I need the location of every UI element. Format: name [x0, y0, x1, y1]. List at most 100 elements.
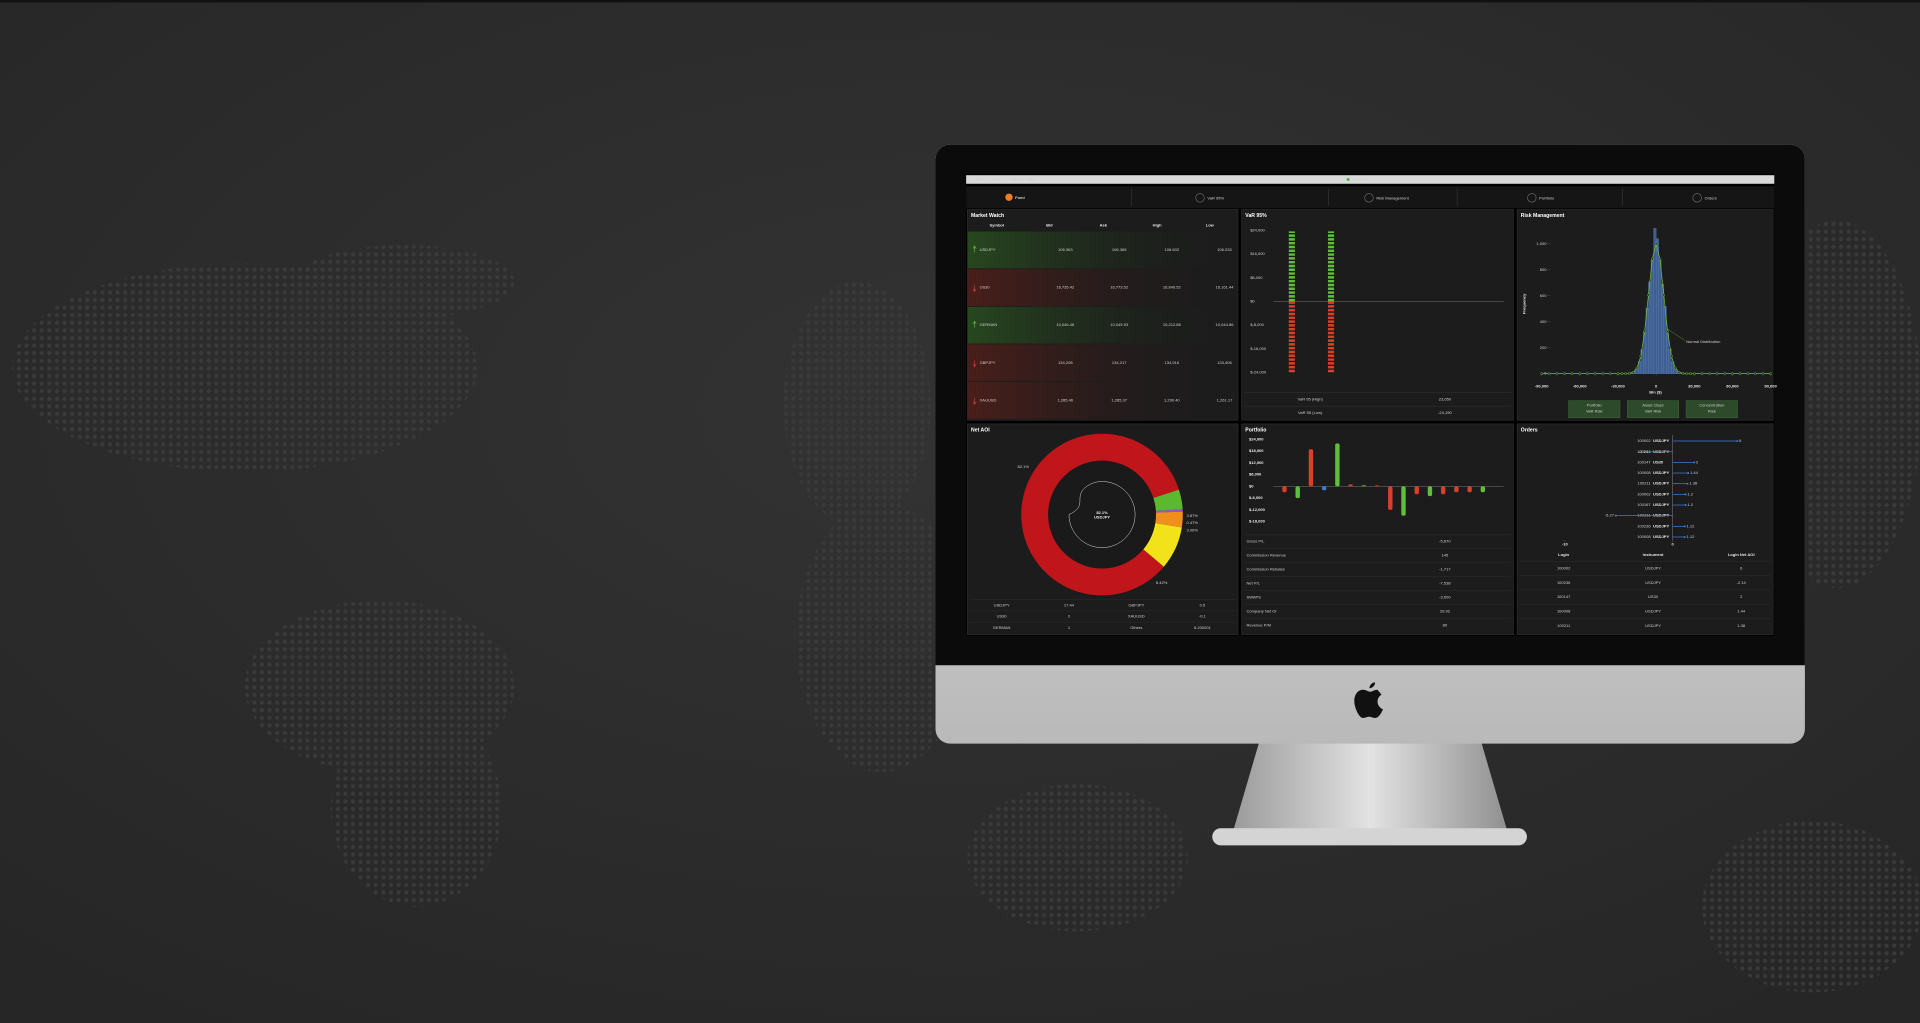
y-tick-label: 400: [1540, 319, 1547, 324]
price: 10,044.86: [1216, 322, 1235, 327]
price: 106.033: [1217, 247, 1232, 252]
bar: [1374, 485, 1380, 487]
nav-tab[interactable]: Orders: [1704, 195, 1716, 200]
stand-base: [1212, 828, 1527, 846]
order-point: [1684, 493, 1687, 496]
price: 16,773.52: [1110, 285, 1129, 290]
normal-point: [1654, 242, 1658, 246]
nav-bar: [966, 186, 1775, 209]
login: 100008: [1637, 470, 1651, 475]
tab-icon: [1527, 193, 1537, 203]
value-label: 1.12: [1687, 534, 1696, 539]
tab-icon: [1692, 193, 1702, 203]
table-cell: 100236: [1557, 580, 1571, 585]
normal-point: [1608, 372, 1612, 376]
direction-arrow: [972, 320, 977, 328]
login: 100211: [1637, 481, 1651, 486]
price: 1,285.37: [1111, 397, 1127, 402]
column-header: Ask: [1100, 222, 1108, 227]
center-value: 82.1%: [1096, 510, 1108, 515]
status-dot: [1346, 178, 1350, 181]
stat-value: 23,650: [1439, 396, 1452, 401]
button-label: VaR Risk: [1645, 409, 1662, 414]
logo: Fomi: [1015, 195, 1025, 200]
row-background: [967, 231, 1238, 269]
normal-point: [1666, 330, 1669, 333]
login: 100008: [1637, 534, 1651, 539]
button-label: VaR Risk: [1586, 409, 1603, 414]
table-cell: 6: [1740, 566, 1743, 571]
column-header: Login: [1558, 552, 1570, 557]
world-map: [12, 220, 1920, 993]
button[interactable]: [1685, 400, 1738, 419]
nav-tab[interactable]: Risk Management: [1376, 195, 1409, 200]
table-cell: 6.200001: [1194, 625, 1212, 630]
normal-point: [1628, 372, 1631, 375]
menu-item: Help: [1027, 177, 1036, 182]
instrument: USDJPY: [1653, 449, 1669, 454]
top-edge: [0, 0, 1920, 3]
panel: [1241, 209, 1514, 421]
price: 106.602: [1165, 247, 1180, 252]
panel: [1241, 423, 1514, 635]
table-label: Gross P/L: [1247, 539, 1266, 544]
button-label: Risk: [1708, 409, 1717, 414]
bar: [1321, 486, 1327, 491]
instrument: US30: [1653, 459, 1664, 464]
nav-tab[interactable]: Portfolio: [1539, 195, 1555, 200]
normal-point: [1708, 372, 1711, 376]
instrument: USDJPY: [1653, 438, 1669, 443]
symbol: USDJPY: [980, 247, 996, 252]
normal-point: [1677, 370, 1681, 374]
normal-point: [1555, 372, 1559, 376]
table-cell: 2: [1068, 614, 1071, 619]
table-cell: GBPJPY: [1128, 602, 1144, 607]
normal-point: [1673, 366, 1677, 370]
y-tick-label: $-24,000: [1250, 369, 1267, 374]
bar: [1440, 486, 1446, 495]
value-label: -5.27: [1605, 513, 1615, 518]
normal-point: [1692, 372, 1696, 376]
instrument: USDJPY: [1653, 502, 1669, 507]
bar: [1414, 486, 1419, 495]
logo-icon: [1005, 193, 1013, 201]
instrument: USDJPY: [1653, 491, 1669, 496]
histogram-bar: [1658, 259, 1662, 374]
dashboard: File Edit Window Help 14:34:27 Fomi VaR 95% Ris…: [966, 177, 1778, 635]
instrument: USDJPY: [1653, 470, 1669, 475]
normal-point: [1540, 372, 1543, 376]
y-tick-label: $-12,000: [1249, 507, 1266, 512]
order-point: [1683, 536, 1686, 538]
price: 16,735.42: [1056, 285, 1075, 290]
value-label: 1.12: [1687, 523, 1696, 528]
y-tick-label: $-16,000: [1250, 346, 1267, 351]
table-cell: Others: [1130, 625, 1142, 630]
symbol: US30: [980, 285, 991, 290]
row-background: [967, 269, 1238, 306]
normal-point: [1723, 372, 1727, 376]
button[interactable]: [1627, 400, 1680, 419]
price: 1,261.17: [1217, 397, 1233, 402]
panel: [1516, 209, 1774, 421]
table-cell: 1.44: [1737, 609, 1746, 614]
table-cell: -0.1: [1199, 614, 1207, 619]
menu-bar: [966, 175, 1775, 184]
y-tick-label: 600: [1540, 293, 1547, 298]
table-label: Company Net OI: [1247, 608, 1277, 613]
normal-point: [1715, 372, 1719, 376]
panel-title: Market Watch: [971, 213, 1004, 219]
button[interactable]: [1568, 400, 1621, 419]
bar: [1282, 486, 1287, 493]
donut-segment: [1021, 433, 1179, 596]
normal-point: [1624, 372, 1627, 376]
bar: [1427, 486, 1433, 497]
y-tick-label: 1,000: [1536, 241, 1547, 246]
segment-label: 0.47%: [1187, 520, 1199, 525]
nav-tab[interactable]: VaR 95%: [1207, 195, 1224, 200]
donut-segment: [1143, 523, 1182, 567]
table-cell: 1: [1068, 625, 1071, 630]
value-label: 1.2: [1687, 491, 1693, 496]
column-header: Low: [1206, 222, 1215, 227]
